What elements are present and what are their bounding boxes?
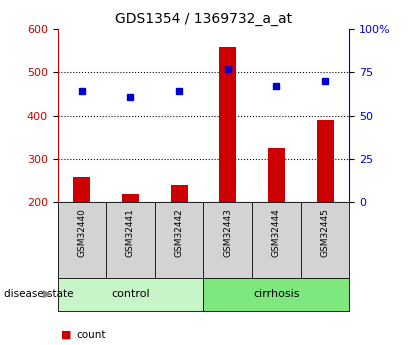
Text: count: count bbox=[76, 330, 106, 339]
Text: ■: ■ bbox=[60, 330, 71, 339]
Text: cirrhosis: cirrhosis bbox=[253, 289, 300, 299]
Text: GSM32440: GSM32440 bbox=[77, 208, 86, 257]
Text: disease state: disease state bbox=[4, 289, 74, 299]
Text: GSM32441: GSM32441 bbox=[126, 208, 135, 257]
Bar bbox=[73, 177, 90, 202]
Text: GSM32443: GSM32443 bbox=[223, 208, 232, 257]
Text: ▶: ▶ bbox=[43, 289, 51, 299]
Bar bbox=[219, 47, 236, 202]
Text: GSM32445: GSM32445 bbox=[321, 208, 330, 257]
Text: GSM32444: GSM32444 bbox=[272, 208, 281, 257]
Bar bbox=[316, 120, 334, 202]
Bar bbox=[268, 148, 285, 202]
Bar bbox=[171, 186, 188, 202]
Text: GSM32442: GSM32442 bbox=[175, 208, 184, 257]
Text: control: control bbox=[111, 289, 150, 299]
Bar bbox=[122, 194, 139, 202]
Title: GDS1354 / 1369732_a_at: GDS1354 / 1369732_a_at bbox=[115, 11, 292, 26]
